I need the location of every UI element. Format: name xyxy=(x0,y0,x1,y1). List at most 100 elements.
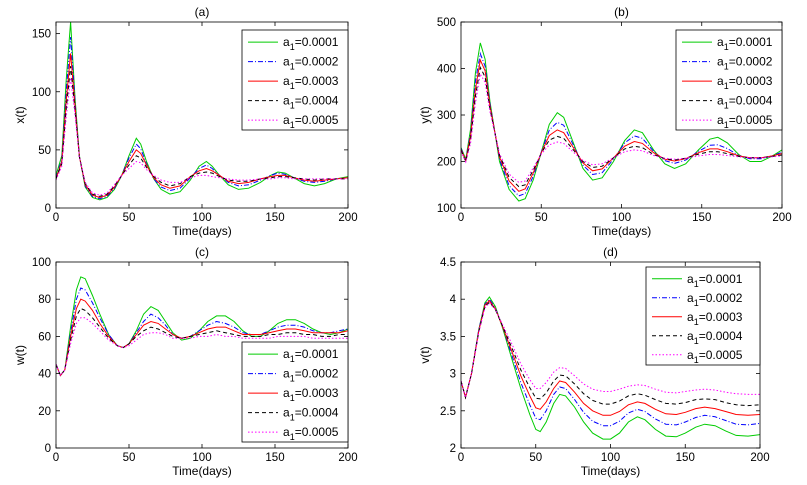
legend-label-value: =0.0004 xyxy=(295,94,339,108)
legend: a1=0.0001a1=0.0002a1=0.0003a1=0.0004a1=0… xyxy=(675,29,783,131)
x-tick-label: 150 xyxy=(676,452,695,464)
legend-label-symbol: a xyxy=(687,310,694,324)
legend-label-symbol: a xyxy=(687,291,694,305)
y-tick-label: 2 xyxy=(450,443,456,455)
legend-label-subscript: 1 xyxy=(724,120,729,130)
x-tick-label: 0 xyxy=(53,212,59,224)
legend-label-3: a1=0.0003 xyxy=(283,74,339,91)
x-tick-label: 50 xyxy=(529,452,542,464)
x-tick-label: 200 xyxy=(338,212,357,224)
y-tick-label: 500 xyxy=(437,17,456,29)
legend-label-symbol: a xyxy=(283,386,290,400)
legend-label-5: a1=0.0005 xyxy=(687,348,743,365)
legend-label-subscript: 1 xyxy=(290,62,295,72)
x-tick-label: 200 xyxy=(772,212,791,224)
legend-label-3: a1=0.0003 xyxy=(283,386,339,403)
chart-title: (a) xyxy=(195,5,210,19)
chart-panel-b: 0 50 100 150 200 100 200 300 400 500 (b) Time(days)… xyxy=(418,5,792,238)
legend-label-subscript: 1 xyxy=(694,317,699,327)
legend: a1=0.0001a1=0.0002a1=0.0003a1=0.0004a1=0… xyxy=(645,266,761,366)
legend-label-value: =0.0001 xyxy=(295,35,339,49)
legend-label-subscript: 1 xyxy=(724,62,729,72)
series-line-5 xyxy=(56,77,348,196)
y-tick-label: 50 xyxy=(38,145,51,157)
legend: a1=0.0001a1=0.0002a1=0.0003a1=0.0004a1=0… xyxy=(241,29,349,131)
legend-label-symbol: a xyxy=(687,272,694,286)
chart-title: (b) xyxy=(614,5,629,19)
legend-label-subscript: 1 xyxy=(694,298,699,308)
legend-label-symbol: a xyxy=(687,348,694,362)
legend-label-value: =0.0002 xyxy=(729,55,773,69)
legend-label-1: a1=0.0001 xyxy=(283,35,339,52)
legend-label-subscript: 1 xyxy=(290,81,295,91)
y-axis-label: x(t) xyxy=(13,106,27,123)
x-tick-label: 100 xyxy=(192,212,211,224)
legend-label-value: =0.0005 xyxy=(699,348,743,362)
chart-title: (c) xyxy=(195,245,209,259)
legend-label-2: a1=0.0002 xyxy=(717,55,773,72)
legend-label-5: a1=0.0005 xyxy=(717,113,773,130)
legend-label-value: =0.0004 xyxy=(295,406,339,420)
legend-label-symbol: a xyxy=(283,94,290,108)
y-tick-label: 100 xyxy=(437,203,456,215)
x-tick-label: 100 xyxy=(192,452,211,464)
legend-box xyxy=(645,266,761,366)
legend-label-symbol: a xyxy=(283,347,290,361)
legend-label-symbol: a xyxy=(717,35,724,49)
series-line-1 xyxy=(461,42,782,202)
y-tick-label: 150 xyxy=(32,29,51,41)
x-axis-label: Time(days) xyxy=(172,464,232,478)
legend-label-subscript: 1 xyxy=(290,374,295,384)
x-tick-label: 200 xyxy=(338,452,357,464)
y-tick-label: 4 xyxy=(450,294,457,306)
legend-label-subscript: 1 xyxy=(290,42,295,52)
legend-label-2: a1=0.0002 xyxy=(283,55,339,72)
x-tick-label: 50 xyxy=(123,212,136,224)
legend-label-symbol: a xyxy=(283,425,290,439)
x-tick-label: 150 xyxy=(265,452,284,464)
legend-label-symbol: a xyxy=(717,55,724,69)
series-line-4 xyxy=(56,307,348,377)
legend-label-symbol: a xyxy=(283,113,290,127)
legend-label-4: a1=0.0004 xyxy=(687,329,743,346)
legend-label-subscript: 1 xyxy=(724,42,729,52)
series-line-1 xyxy=(56,276,348,377)
legend-label-value: =0.0003 xyxy=(729,74,773,88)
legend-label-subscript: 1 xyxy=(290,432,295,442)
series-line-5 xyxy=(461,302,760,400)
series-line-2 xyxy=(461,298,760,427)
series-line-3 xyxy=(56,298,348,377)
series-line-3 xyxy=(461,58,782,192)
chart-panel-a: 0 50 100 150 200050100150(a)Time(days)x(t)a1… xyxy=(13,5,358,238)
series-line-4 xyxy=(461,301,760,407)
legend-label-2: a1=0.0002 xyxy=(687,291,743,308)
legend-label-value: =0.0002 xyxy=(295,367,339,381)
legend-label-value: =0.0005 xyxy=(295,425,339,439)
legend-label-symbol: a xyxy=(283,74,290,88)
x-axis-label: Time(days) xyxy=(172,224,232,238)
legend-label-symbol: a xyxy=(717,94,724,108)
y-tick-label: 60 xyxy=(38,331,51,343)
y-axis-label: y(t) xyxy=(418,106,432,123)
legend-label-value: =0.0004 xyxy=(699,329,743,343)
series-line-1 xyxy=(461,296,760,440)
legend-label-1: a1=0.0001 xyxy=(717,35,773,52)
legend-label-symbol: a xyxy=(283,367,290,381)
legend-label-3: a1=0.0003 xyxy=(687,310,743,327)
legend-label-subscript: 1 xyxy=(724,101,729,111)
series-line-2 xyxy=(56,37,348,200)
legend: a1=0.0001a1=0.0002a1=0.0003a1=0.0004a1=0… xyxy=(241,341,349,443)
chart-panel-c: 0 50 100 150 200 0 20 40 60 80 100 (c) Time(days) w(t… xyxy=(13,245,358,478)
legend-label-value: =0.0005 xyxy=(295,113,339,127)
legend-label-value: =0.0002 xyxy=(295,55,339,69)
legend-label-5: a1=0.0005 xyxy=(283,113,339,130)
x-tick-label: 0 xyxy=(53,452,59,464)
y-tick-label: 300 xyxy=(437,110,456,122)
legend-label-value: =0.0004 xyxy=(729,94,773,108)
legend-label-symbol: a xyxy=(283,55,290,69)
legend-label-value: =0.0003 xyxy=(295,386,339,400)
series-line-1 xyxy=(56,22,348,201)
legend-label-subscript: 1 xyxy=(694,355,699,365)
legend-label-1: a1=0.0001 xyxy=(687,272,743,289)
